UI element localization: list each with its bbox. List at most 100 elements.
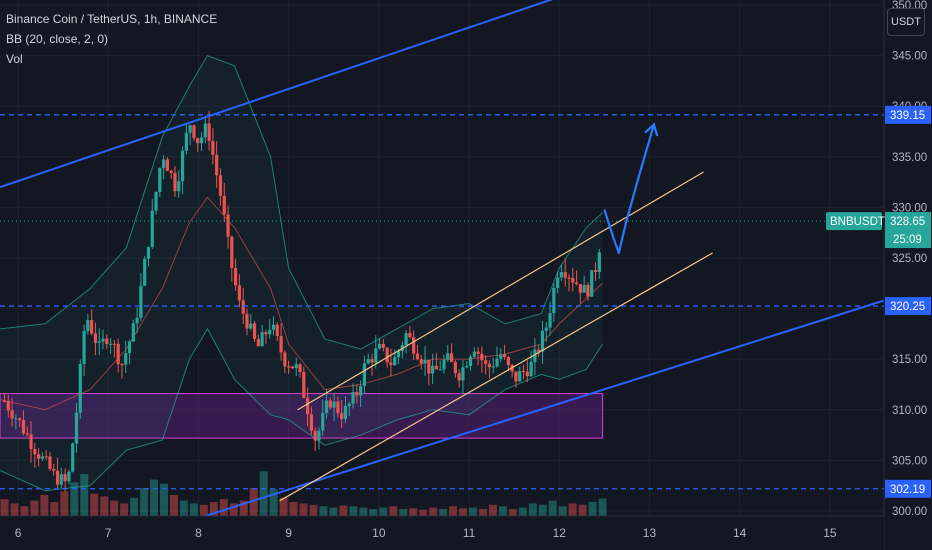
- volume-bar: [598, 498, 607, 516]
- candle-body: [521, 371, 526, 373]
- candle-body: [146, 246, 151, 259]
- candle-body: [127, 341, 132, 354]
- level-tag: [885, 297, 931, 316]
- time-tick-label: 15: [823, 526, 837, 540]
- candle-body: [37, 454, 41, 459]
- volume-bar: [189, 503, 198, 516]
- volume-bar: [50, 502, 59, 516]
- candle-body: [590, 270, 594, 297]
- volume-bar: [488, 504, 497, 516]
- candle-body: [256, 339, 260, 347]
- level-tag: [885, 105, 931, 124]
- candle-body: [226, 214, 230, 237]
- candle-body: [351, 391, 355, 404]
- channel-line: [297, 171, 704, 411]
- time-tick-label: 8: [195, 526, 202, 540]
- candle-body: [453, 361, 457, 374]
- candle-body: [317, 430, 321, 441]
- candle-body: [207, 123, 211, 142]
- volume-bars: [0, 471, 607, 516]
- candles: [2, 110, 601, 493]
- candle-body: [362, 363, 367, 387]
- candle-body: [419, 359, 423, 364]
- candle-body: [480, 353, 484, 361]
- volume-bar: [508, 509, 517, 516]
- time-axis: 6 7 8 9 10 11 12 13 14 15: [0, 515, 884, 550]
- candle-body: [29, 434, 33, 450]
- candle-body: [302, 372, 306, 398]
- candle-body: [131, 323, 135, 342]
- candle-body: [63, 474, 67, 482]
- candle-body: [574, 282, 579, 285]
- candle-body: [593, 270, 598, 273]
- volume-indicator-label[interactable]: Vol: [6, 52, 23, 66]
- candle-body: [578, 284, 582, 293]
- candle-body: [366, 359, 370, 364]
- symbol-title[interactable]: Binance Coin / TetherUS, 1h, BINANCE: [6, 12, 218, 26]
- candle-body: [393, 357, 397, 366]
- candle-body: [196, 138, 200, 144]
- candle-body: [309, 414, 313, 431]
- candle-body: [67, 471, 71, 482]
- currency-button[interactable]: USDT: [887, 8, 925, 36]
- volume-bar: [209, 502, 218, 516]
- volume-bar: [179, 500, 188, 516]
- candle-body: [101, 338, 105, 342]
- candle-body: [203, 123, 207, 138]
- level-tag: [885, 479, 931, 498]
- price-tick-label: 345.00: [892, 51, 927, 63]
- candle-body: [124, 353, 128, 365]
- candle-body: [10, 410, 14, 419]
- volume-bar: [359, 507, 368, 516]
- candle-body: [537, 349, 541, 352]
- volume-bar: [588, 502, 597, 516]
- candle-body: [222, 195, 226, 215]
- channel-line: [279, 252, 713, 502]
- candle-body: [188, 125, 192, 133]
- candle-body: [556, 277, 560, 288]
- volume-bar: [229, 503, 238, 516]
- candle-body: [154, 191, 158, 211]
- candle-body: [150, 210, 154, 247]
- candle-body: [18, 418, 22, 421]
- time-tick-label: 6: [15, 526, 22, 540]
- candle-body: [377, 343, 382, 349]
- candle-body: [21, 420, 26, 434]
- candle-body: [139, 285, 143, 318]
- chart-legend: Binance Coin / TetherUS, 1h, BINANCE BB …: [6, 9, 217, 69]
- volume-bar: [169, 495, 178, 516]
- candle-body: [52, 468, 56, 471]
- volume-bar: [259, 471, 268, 516]
- volume-bar: [249, 488, 258, 516]
- volume-bar: [309, 504, 318, 516]
- volume-bar: [369, 509, 378, 516]
- volume-bar: [528, 503, 537, 516]
- volume-bar: [478, 509, 487, 516]
- price-tick-label: 330.00: [892, 202, 927, 214]
- price-tick-label: 325.00: [892, 253, 927, 265]
- candle-body: [112, 343, 116, 345]
- candle-body: [548, 313, 552, 328]
- bb-indicator-label[interactable]: BB (20, close, 2, 0): [6, 32, 109, 46]
- trend-line: [0, 0, 554, 189]
- drawing-lines: [0, 0, 885, 523]
- candle-body: [74, 412, 79, 444]
- candle-body: [415, 353, 420, 360]
- price-tick-label: 335.00: [892, 152, 927, 164]
- candle-body: [2, 400, 7, 402]
- time-tick-label: 14: [733, 526, 747, 540]
- volume-bar: [329, 507, 338, 516]
- volume-bar: [159, 483, 168, 516]
- candle-body: [298, 364, 302, 373]
- candle-body: [347, 403, 351, 407]
- projection-arrow-path: [603, 124, 656, 255]
- candle-body: [215, 154, 219, 176]
- candle-body: [169, 170, 173, 173]
- volume-bar: [60, 491, 69, 516]
- candle-body: [40, 456, 44, 459]
- volume-bar: [269, 489, 278, 516]
- candle-body: [264, 332, 268, 335]
- grid: [0, 0, 884, 516]
- level-tag-label: 339.15: [890, 110, 925, 122]
